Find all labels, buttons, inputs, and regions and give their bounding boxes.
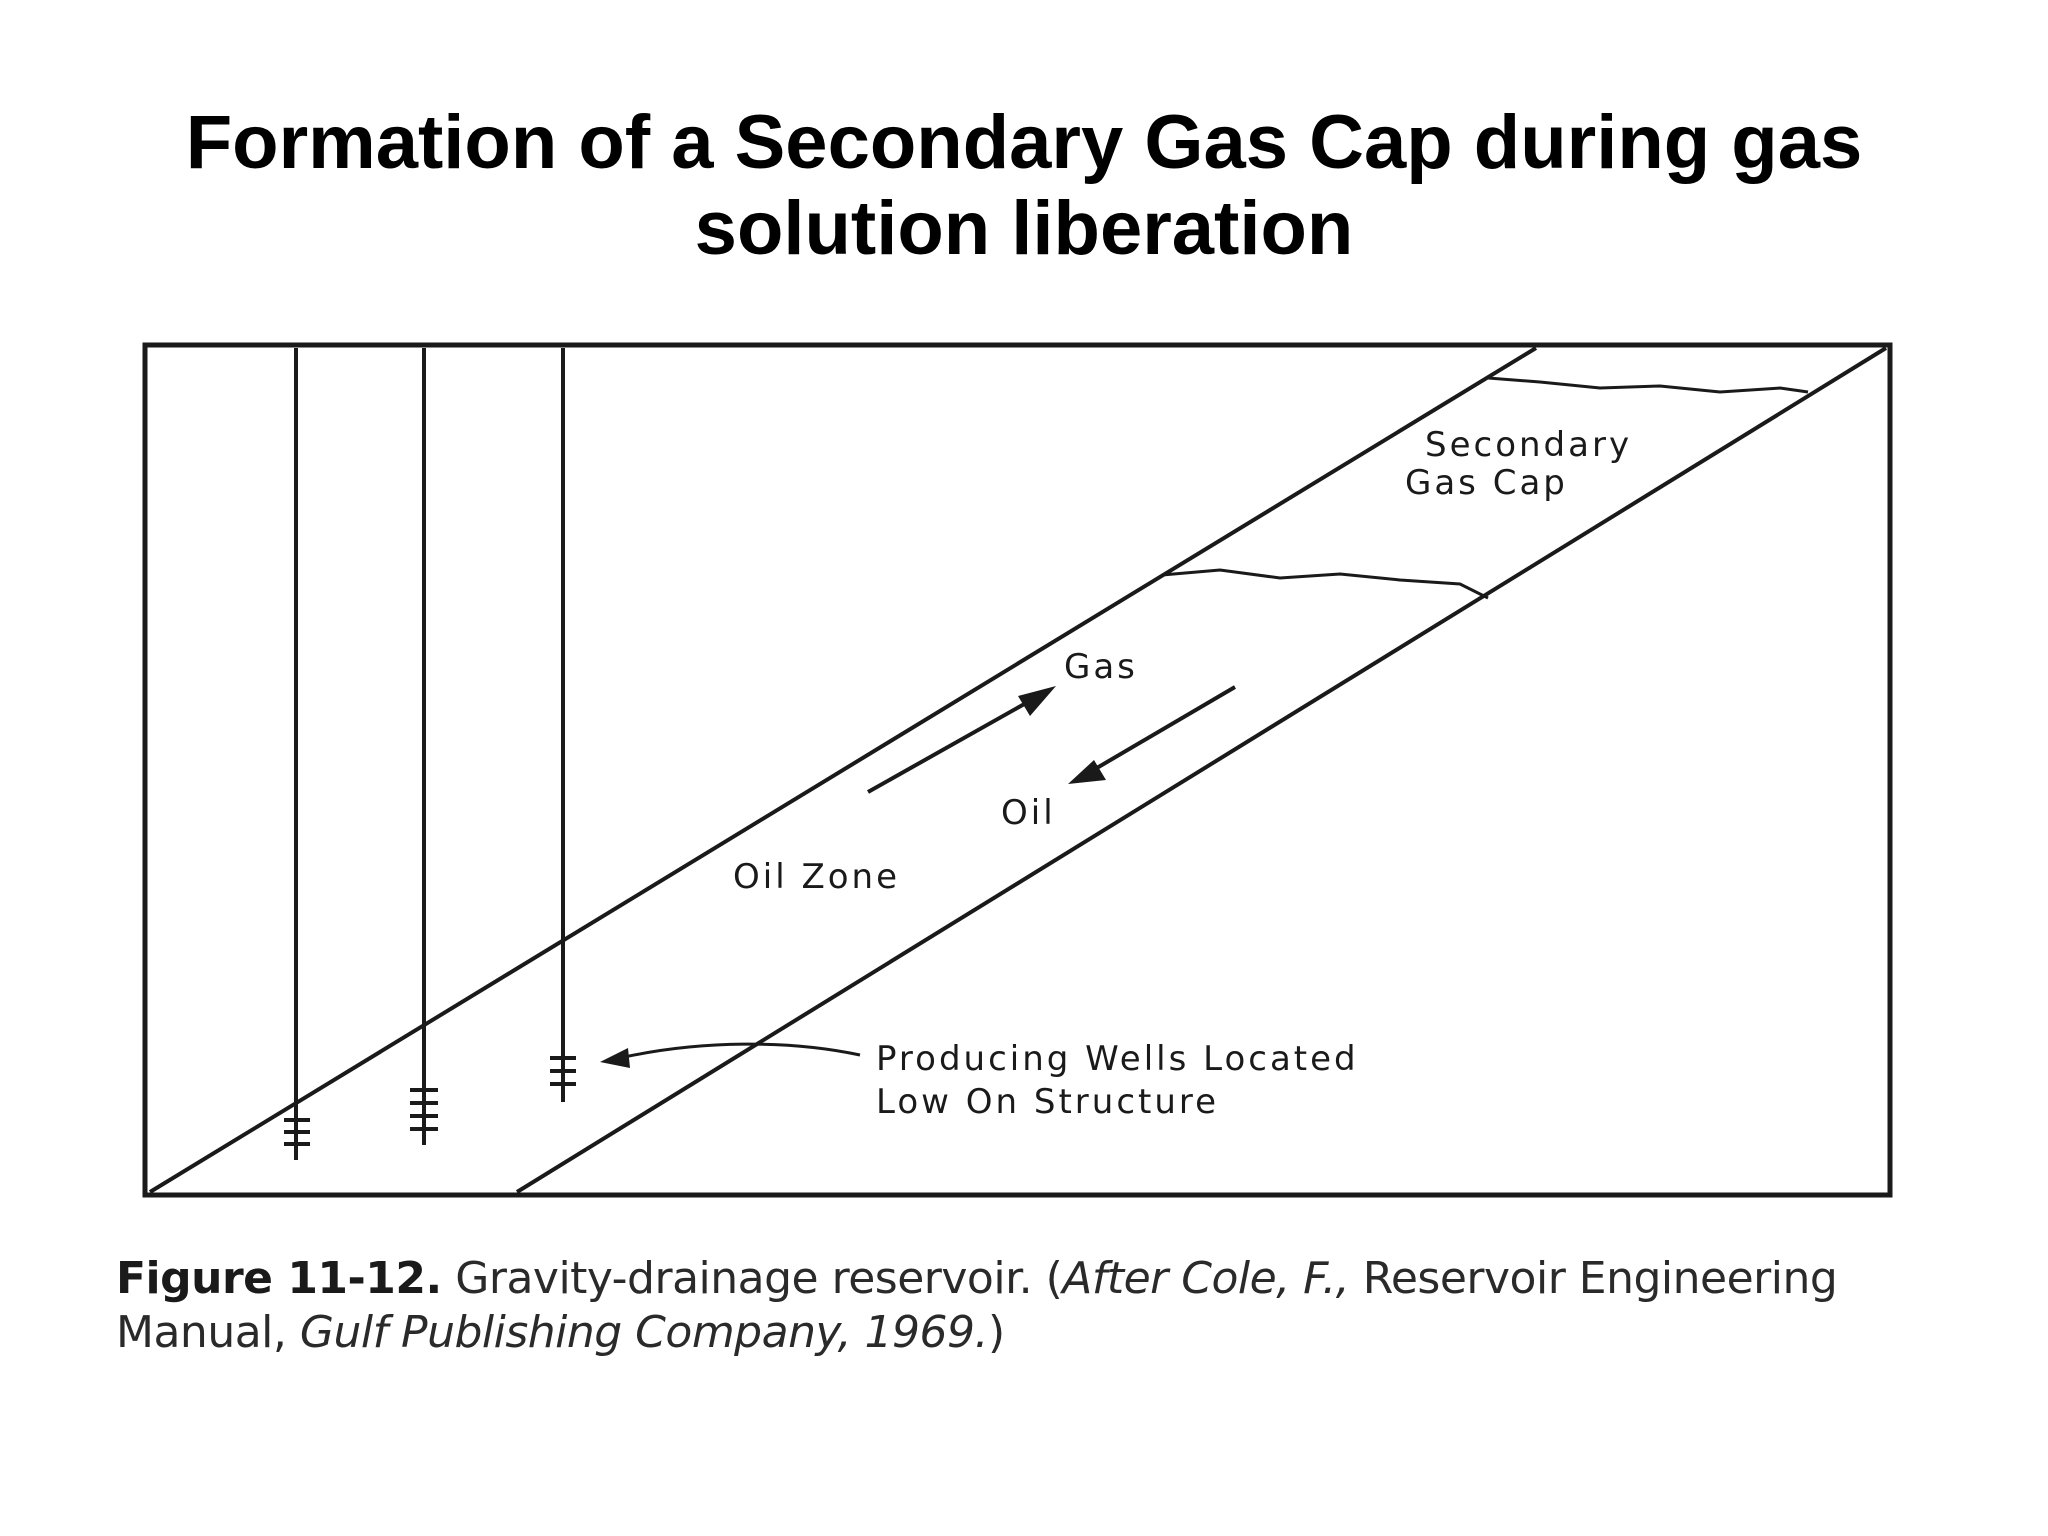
upper-contact-line — [1487, 376, 1809, 394]
caption-text-2: Reservoir Engineering Manual, — [116, 1253, 1838, 1358]
perforations-well-1 — [284, 1118, 310, 1146]
label-producing-wells-1: Producing Wells Located — [876, 1039, 1359, 1079]
caption-text-3: ) — [988, 1307, 1005, 1358]
diagram-frame — [142, 342, 1893, 1198]
label-secondary-gas-cap-2: Gas Cap — [1405, 463, 1568, 503]
label-producing-wells-2: Low On Structure — [876, 1082, 1219, 1122]
label-oil: Oil — [1001, 793, 1056, 833]
title-line-1: Formation of a Secondary Gas Cap during … — [185, 100, 1863, 185]
label-gas: Gas — [1064, 647, 1138, 687]
gas-oil-contact-line — [1161, 568, 1489, 600]
caption-italic-publisher: Gulf Publishing Company, 1969. — [299, 1307, 989, 1358]
caption-text-1: Gravity-drainage reservoir. ( — [441, 1253, 1063, 1304]
bed-top-boundary — [148, 346, 1538, 1194]
bed-bottom-boundary — [515, 346, 1888, 1194]
wells-pointer-arrow — [600, 1042, 861, 1068]
caption-figure-number: Figure 11-12. — [116, 1253, 442, 1304]
oil-flow-arrow — [1068, 685, 1237, 784]
figure-caption: Figure 11-12. Gravity-drainage reservoir… — [116, 1252, 1936, 1360]
label-secondary-gas-cap-1: Secondary — [1425, 425, 1632, 465]
gas-flow-arrow — [867, 686, 1056, 794]
perforations-well-3 — [550, 1056, 576, 1086]
label-oil-zone: Oil Zone — [733, 857, 900, 897]
perforations-well-2 — [410, 1088, 438, 1131]
caption-italic-author: After Cole, F., — [1062, 1253, 1350, 1304]
slide-title: Formation of a Secondary Gas Cap during … — [0, 100, 2048, 272]
title-line-2: solution liberation — [694, 186, 1354, 271]
